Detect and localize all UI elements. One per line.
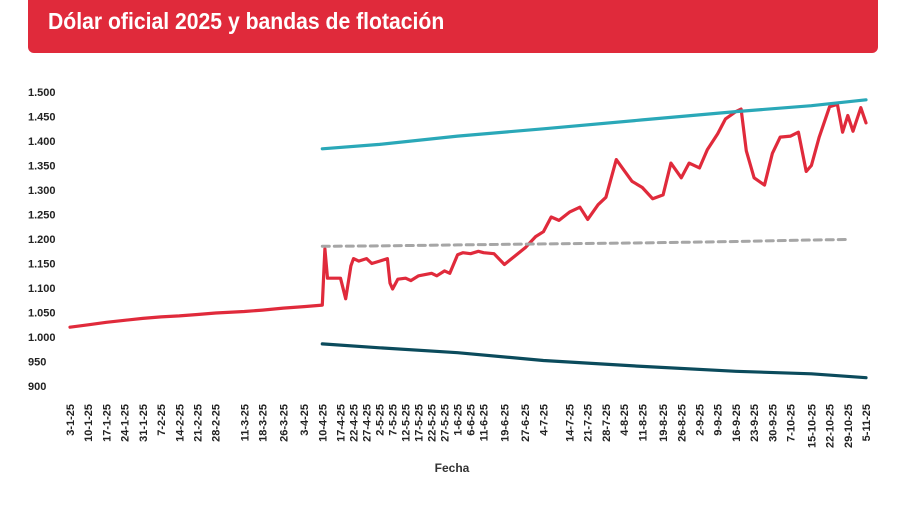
x-tick-label: 22-4-25 bbox=[349, 404, 361, 442]
x-tick-label: 10-4-25 bbox=[317, 404, 329, 442]
x-tick-label: 7-10-25 bbox=[786, 404, 798, 442]
series-line bbox=[320, 342, 868, 380]
x-tick-label: 31-1-25 bbox=[138, 404, 150, 442]
x-tick-label: 19-6-25 bbox=[499, 404, 511, 442]
x-tick-label: 28-2-25 bbox=[211, 404, 223, 442]
x-tick-label: 28-7-25 bbox=[601, 404, 613, 442]
y-tick-label: 1.250 bbox=[28, 210, 56, 222]
x-tick-label: 2-9-25 bbox=[695, 404, 707, 436]
y-tick-label: 900 bbox=[28, 381, 46, 393]
y-tick-label: 1.200 bbox=[28, 234, 56, 246]
x-tick-label: 21-2-25 bbox=[193, 404, 205, 442]
y-tick-label: 1.000 bbox=[28, 332, 56, 344]
x-tick-label: 26-3-25 bbox=[278, 404, 290, 442]
y-tick-label: 1.450 bbox=[28, 112, 56, 124]
x-tick-label: 11-8-25 bbox=[637, 404, 649, 441]
x-tick-label: 1-6-25 bbox=[453, 404, 465, 436]
x-tick-label: 3-1-25 bbox=[65, 404, 77, 436]
y-tick-label: 950 bbox=[28, 357, 46, 369]
x-tick-label: 26-8-25 bbox=[676, 404, 688, 442]
x-tick-label: 10-1-25 bbox=[83, 404, 95, 442]
x-tick-label: 5-11-25 bbox=[861, 404, 873, 441]
series-line bbox=[320, 98, 868, 151]
x-tick-label: 19-8-25 bbox=[658, 404, 670, 442]
x-tick-label: 4-8-25 bbox=[619, 404, 631, 436]
x-tick-label: 14-2-25 bbox=[174, 404, 186, 442]
y-tick-label: 1.400 bbox=[28, 136, 56, 148]
x-tick-label: 12-5-25 bbox=[401, 404, 413, 442]
y-tick-label: 1.150 bbox=[28, 259, 56, 271]
x-tick-label: 27-5-25 bbox=[440, 404, 452, 442]
x-tick-label: 11-6-25 bbox=[479, 404, 491, 441]
title-banner: Dólar oficial 2025 y bandas de flotación bbox=[28, 0, 878, 53]
series-line bbox=[68, 102, 868, 329]
series-line bbox=[320, 238, 850, 248]
x-tick-label: 4-7-25 bbox=[538, 404, 550, 436]
y-tick-label: 1.300 bbox=[28, 185, 56, 197]
x-tick-label: 14-7-25 bbox=[565, 404, 577, 442]
x-tick-label: 17-4-25 bbox=[336, 404, 348, 442]
series-layer bbox=[68, 98, 868, 380]
x-tick-label: 21-7-25 bbox=[583, 404, 595, 442]
x-axis: 3-1-25 10-1-25 17-1-25 24-1-25 31-1-25 7-2-25… bbox=[65, 404, 873, 448]
x-tick-label: 3-4-25 bbox=[299, 404, 311, 436]
y-tick-label: 1.050 bbox=[28, 308, 56, 320]
y-axis: 1.500 1.450 1.400 1.350 1.300 1.250 1.200 1.150… bbox=[28, 87, 56, 393]
x-tick-label: 22-10-25 bbox=[825, 404, 837, 448]
x-tick-label: 17-1-25 bbox=[101, 404, 113, 442]
x-tick-label: 27-4-25 bbox=[362, 404, 374, 442]
x-tick-label: 9-9-25 bbox=[713, 404, 725, 436]
x-tick-label: 30-9-25 bbox=[767, 404, 779, 442]
x-tick-label: 7-2-25 bbox=[156, 404, 168, 436]
chart-title: Dólar oficial 2025 y bandas de flotación bbox=[48, 8, 445, 34]
x-tick-label: 29-10-25 bbox=[843, 404, 855, 448]
x-tick-label: 24-1-25 bbox=[120, 404, 132, 442]
y-tick-label: 1.500 bbox=[28, 87, 56, 99]
x-tick-label: 11-3-25 bbox=[239, 404, 251, 441]
x-tick-label: 6-6-25 bbox=[466, 404, 478, 436]
x-tick-label: 23-9-25 bbox=[749, 404, 761, 442]
x-axis-label: Fecha bbox=[435, 461, 470, 475]
y-tick-label: 1.350 bbox=[28, 161, 56, 173]
x-tick-label: 15-10-25 bbox=[806, 404, 818, 448]
y-tick-label: 1.100 bbox=[28, 283, 56, 295]
x-tick-label: 16-9-25 bbox=[731, 404, 743, 442]
x-tick-label: 17-5-25 bbox=[414, 404, 426, 442]
x-tick-label: 2-5-25 bbox=[375, 404, 387, 436]
x-tick-label: 7-5-25 bbox=[388, 404, 400, 436]
x-tick-label: 18-3-25 bbox=[258, 404, 270, 442]
x-tick-label: 27-6-25 bbox=[520, 404, 532, 442]
x-tick-label: 22-5-25 bbox=[427, 404, 439, 442]
